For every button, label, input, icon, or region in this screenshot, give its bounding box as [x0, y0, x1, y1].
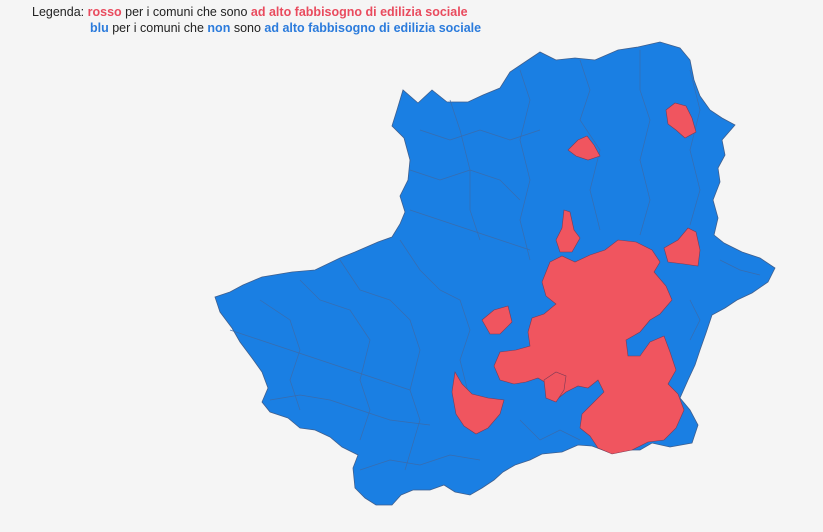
- area-north: [567, 135, 601, 161]
- legend-prefix: Legenda:: [32, 5, 85, 19]
- area-west: [481, 305, 513, 335]
- legend-blue-word: blu: [90, 21, 109, 35]
- legend-red-text: per i comuni che sono: [121, 5, 251, 19]
- legend: Legenda: rosso per i comuni che sono ad …: [32, 4, 481, 36]
- legend-blue-non: non: [207, 21, 231, 35]
- high-need-areas: [451, 102, 701, 455]
- legend-row-blue: blu per i comuni che non sono ad alto fa…: [32, 20, 481, 36]
- area-central-north: [555, 209, 581, 253]
- area-southwest: [451, 371, 505, 435]
- area-northeast: [665, 102, 697, 139]
- area-metro: [493, 239, 685, 455]
- region-outline: [214, 41, 776, 506]
- legend-red-highlight: ad alto fabbisogno di edilizia sociale: [250, 5, 468, 19]
- municipal-borders: [229, 50, 761, 471]
- legend-blue-text2: sono: [230, 21, 265, 35]
- legend-red-word: rosso: [87, 5, 122, 19]
- area-east-small: [663, 227, 701, 267]
- legend-blue-highlight: ad alto fabbisogno di edilizia sociale: [264, 21, 482, 35]
- legend-row-red: Legenda: rosso per i comuni che sono ad …: [32, 4, 481, 20]
- legend-blue-text1: per i comuni che: [108, 21, 208, 35]
- area-south-small: [543, 371, 567, 403]
